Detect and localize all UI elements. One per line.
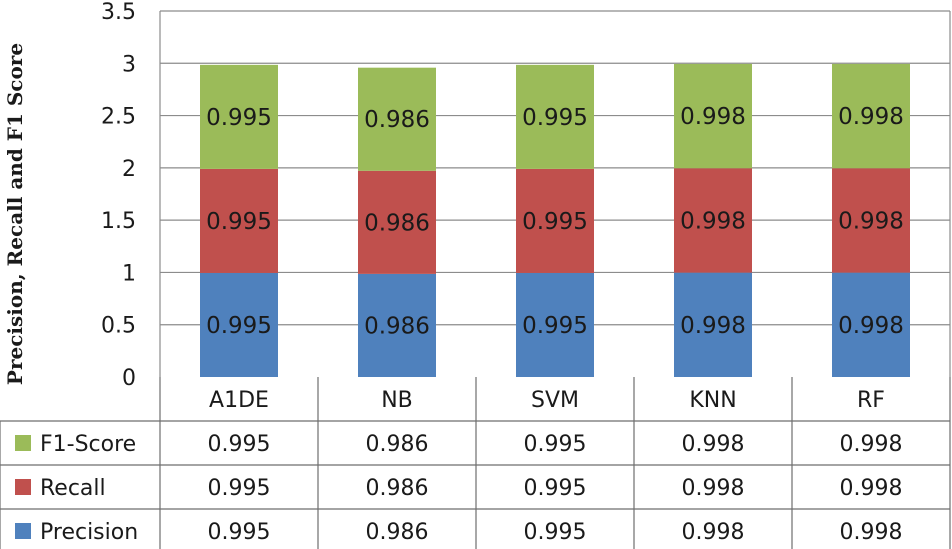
data-label: 0.998 bbox=[838, 313, 904, 339]
table-cell: 0.995 bbox=[524, 432, 587, 457]
table-cell: 0.995 bbox=[524, 476, 587, 501]
bar-f1-score-knn bbox=[674, 63, 752, 169]
y-tick-label: 0.5 bbox=[101, 314, 136, 339]
table-cell: 0.998 bbox=[840, 432, 903, 457]
bar-recall-rf bbox=[832, 168, 910, 273]
category-label: KNN bbox=[689, 388, 736, 413]
bars: 0.995 0.995 0.995 0.986 0.986 0.986 0.995 0.995… bbox=[200, 63, 910, 377]
data-label: 0.998 bbox=[680, 313, 746, 339]
data-label: 0.998 bbox=[838, 208, 904, 234]
y-tick-label: 0 bbox=[122, 366, 136, 391]
table-cell: 0.998 bbox=[840, 476, 903, 501]
data-label: 0.995 bbox=[206, 209, 272, 235]
category-label: RF bbox=[857, 388, 885, 413]
table-cell: 0.998 bbox=[682, 432, 745, 457]
table-cell: 0.995 bbox=[524, 520, 587, 545]
bar-recall-knn bbox=[674, 168, 752, 273]
legend-label: F1-Score bbox=[40, 432, 136, 457]
table-cell: 0.986 bbox=[366, 476, 429, 501]
bar-precision-rf bbox=[832, 272, 910, 377]
table-cell: 0.986 bbox=[366, 432, 429, 457]
data-label: 0.986 bbox=[364, 210, 430, 236]
bar-f1-score-nb bbox=[358, 67, 436, 171]
data-label: 0.995 bbox=[522, 209, 588, 235]
y-axis-label: Precision, Recall and F1 Score bbox=[3, 43, 27, 385]
legend-label: Recall bbox=[40, 476, 106, 501]
legend-key-f1-score bbox=[15, 435, 31, 451]
y-tick-label: 1 bbox=[122, 261, 136, 286]
y-tick-label: 2 bbox=[122, 157, 136, 182]
data-label: 0.998 bbox=[680, 208, 746, 234]
data-label: 0.995 bbox=[206, 105, 272, 131]
y-tick-label: 1.5 bbox=[101, 209, 136, 234]
bar-recall-nb bbox=[358, 170, 436, 274]
bar-precision-svm bbox=[516, 272, 594, 377]
bar-recall-a1de bbox=[200, 168, 278, 273]
legend-key-precision bbox=[15, 523, 31, 539]
table-cell: 0.995 bbox=[208, 432, 271, 457]
category-label: SVM bbox=[531, 388, 579, 413]
table-cell: 0.998 bbox=[682, 520, 745, 545]
bar-precision-a1de bbox=[200, 272, 278, 377]
table-cell: 0.998 bbox=[840, 520, 903, 545]
bar-precision-knn bbox=[674, 272, 752, 377]
y-tick-label: 2.5 bbox=[101, 105, 136, 130]
category-label: NB bbox=[381, 388, 413, 413]
bar-f1-score-a1de bbox=[200, 64, 278, 169]
data-label: 0.995 bbox=[522, 105, 588, 131]
category-label: A1DE bbox=[209, 388, 269, 413]
data-label: 0.998 bbox=[680, 104, 746, 130]
y-tick-label: 3.5 bbox=[101, 0, 136, 25]
table-cell: 0.998 bbox=[682, 476, 745, 501]
y-tick-label: 3 bbox=[122, 52, 136, 77]
data-table: A1DE NB SVM KNN RF F1-Score 0.995 0.986 0.995 0.9… bbox=[0, 377, 951, 549]
legend-label: Precision bbox=[40, 520, 138, 545]
y-axis-ticks: 0 0.5 1 1.5 2 2.5 3 3.5 bbox=[101, 0, 136, 391]
data-label: 0.995 bbox=[522, 313, 588, 339]
data-label: 0.995 bbox=[206, 313, 272, 339]
bar-f1-score-rf bbox=[832, 63, 910, 169]
bar-recall-svm bbox=[516, 168, 594, 273]
legend-key-recall bbox=[15, 479, 31, 495]
data-label: 0.986 bbox=[364, 107, 430, 133]
table-cell: 0.986 bbox=[366, 520, 429, 545]
data-label: 0.986 bbox=[364, 313, 430, 339]
table-cell: 0.995 bbox=[208, 520, 271, 545]
table-cell: 0.995 bbox=[208, 476, 271, 501]
bar-f1-score-svm bbox=[516, 64, 594, 169]
bar-precision-nb bbox=[358, 273, 436, 377]
data-label: 0.998 bbox=[838, 104, 904, 130]
